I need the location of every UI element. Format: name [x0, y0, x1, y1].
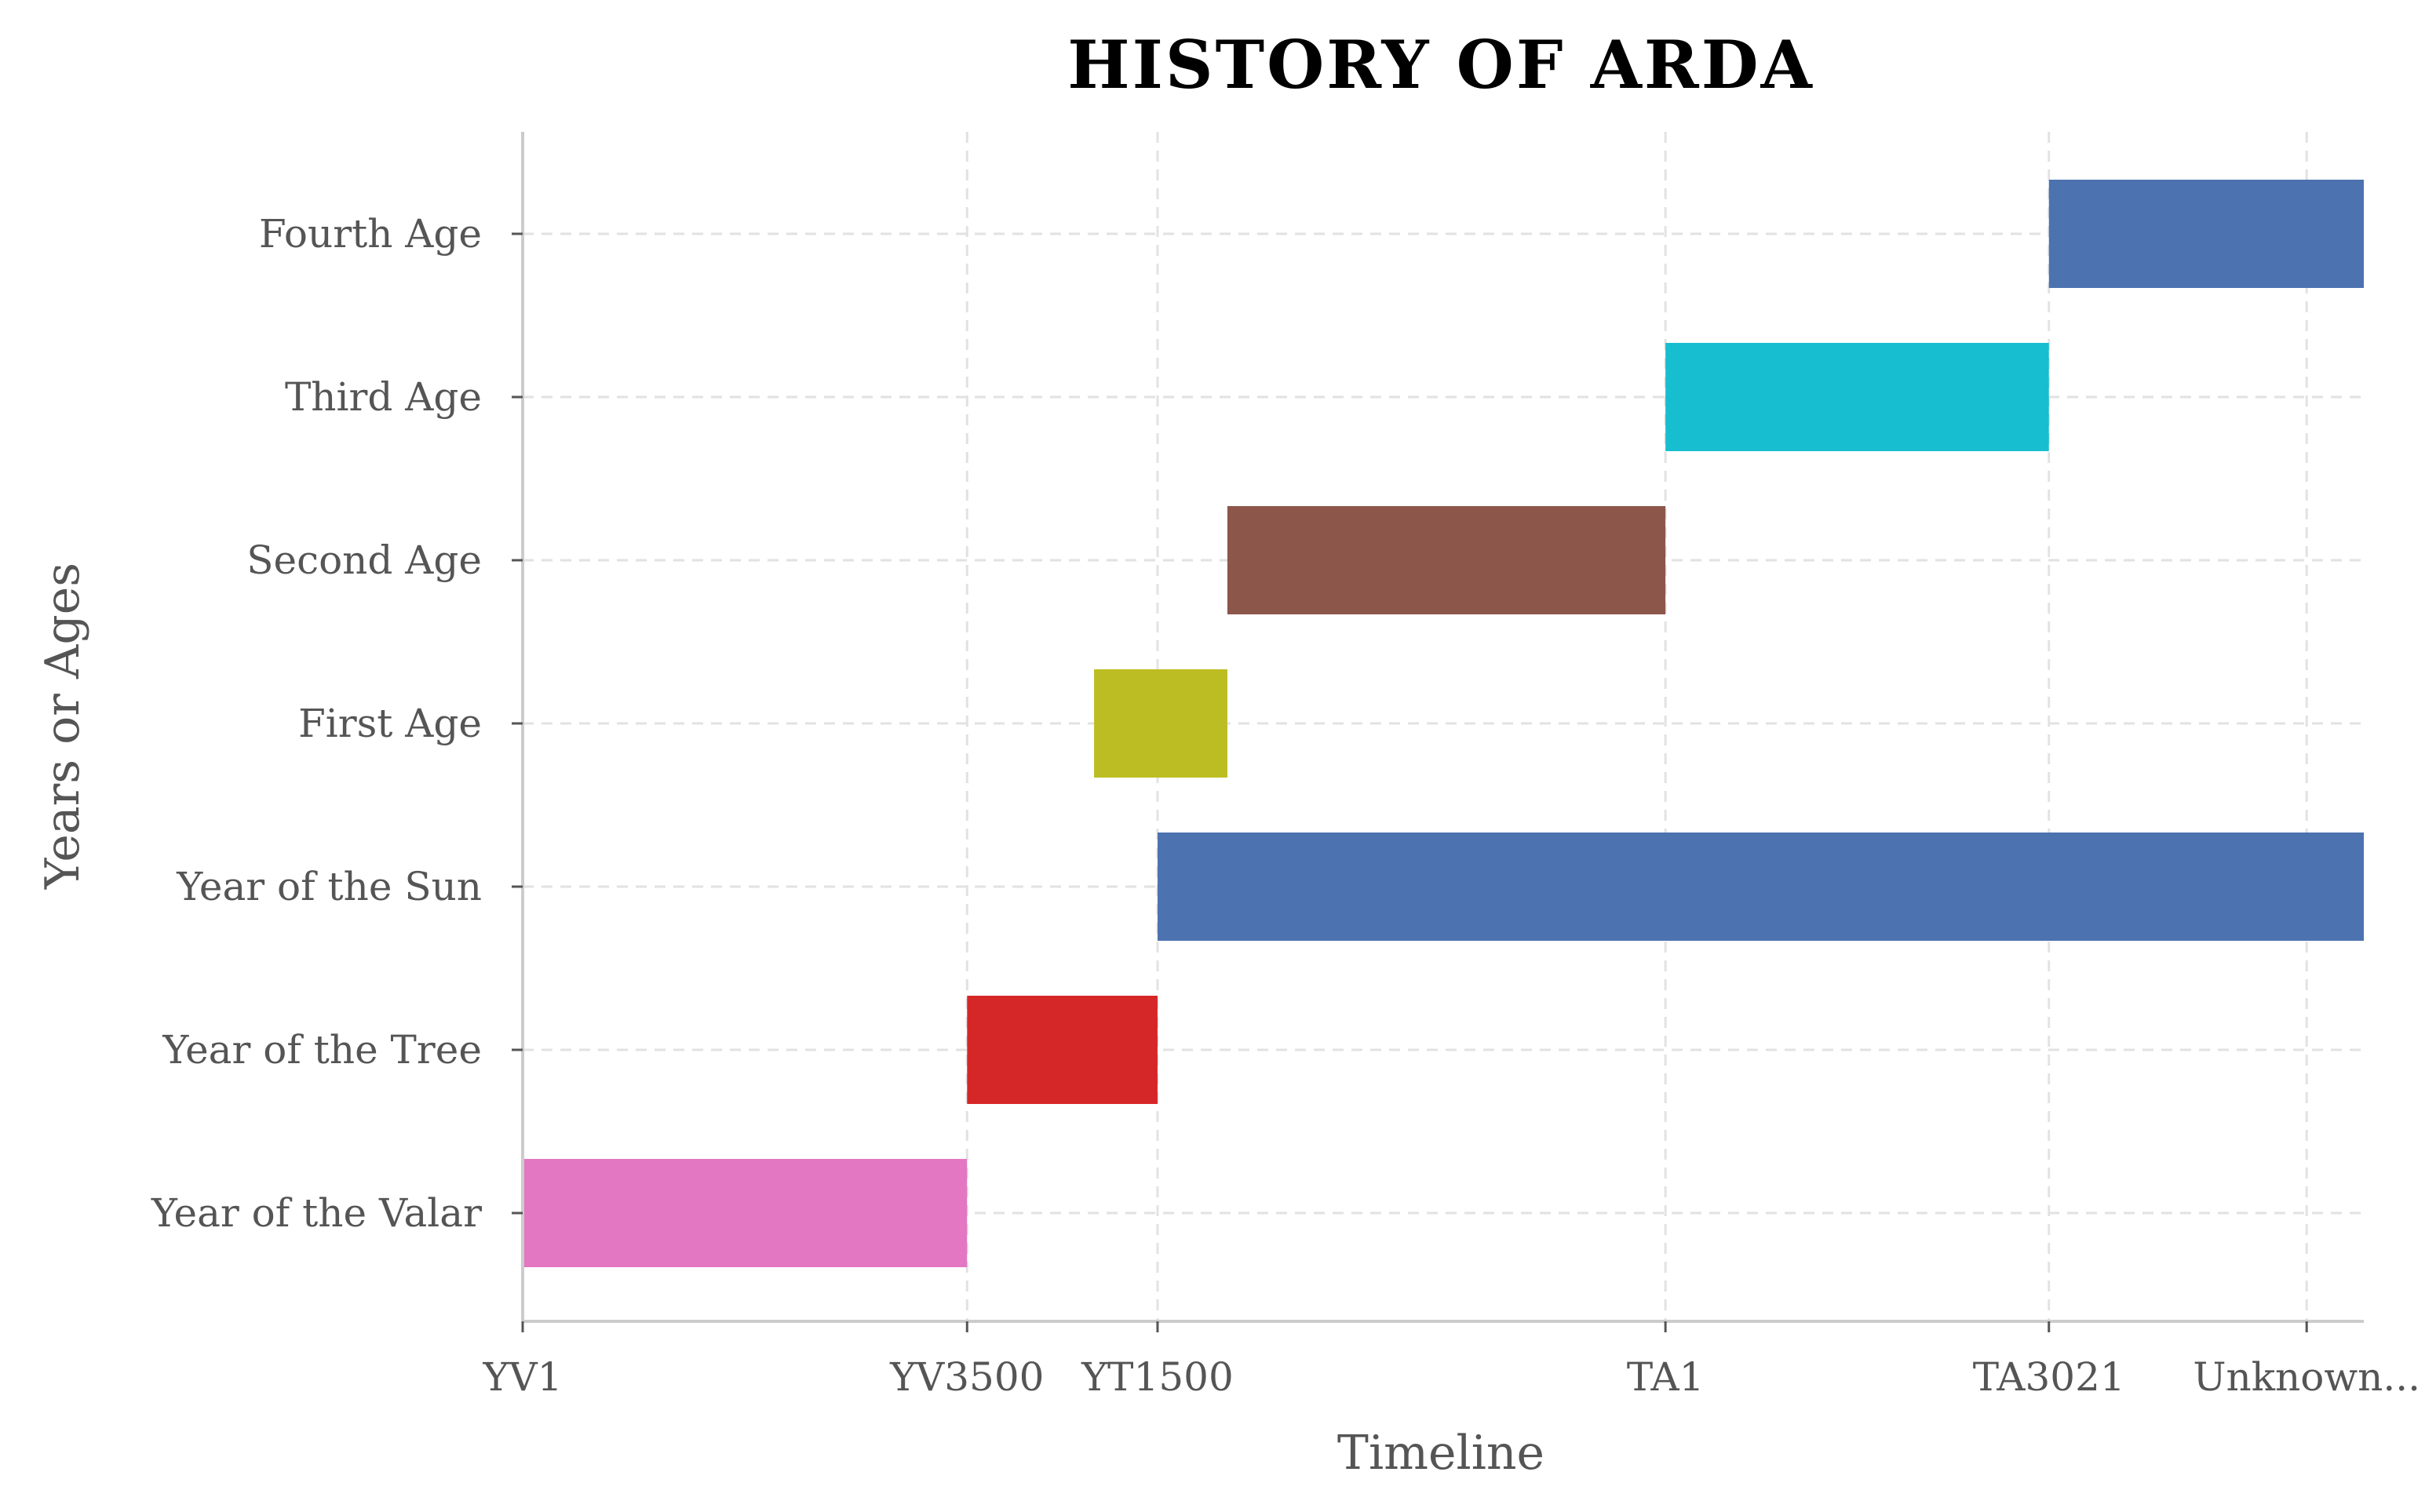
bar-second-age [1227, 506, 1666, 614]
x-tick-label: TA1 [1627, 1354, 1705, 1400]
x-tick-label: YT1500 [1081, 1354, 1234, 1400]
y-tick-label: First Age [298, 701, 482, 746]
bar-fourth-age [2048, 180, 2364, 288]
bar-year-of-the-sun [1157, 833, 2364, 941]
bars-layer [523, 180, 2364, 1267]
y-tick-label: Second Age [246, 537, 482, 583]
grid-layer [521, 132, 2364, 1321]
chart-title: HISTORY OF ARDA [1067, 26, 1814, 104]
ticks-layer: Year of the Valar Year of the Tree Year of… [151, 211, 2420, 1400]
x-tick-label: YV1 [483, 1354, 563, 1400]
bar-first-age [1094, 669, 1227, 778]
y-tick-label: Third Age [285, 374, 482, 420]
y-tick-label: Year of the Sun [176, 864, 482, 909]
bar-year-of-the-tree [967, 996, 1158, 1104]
bar-year-of-the-valar [523, 1159, 968, 1267]
x-axis-label: Timeline [1337, 1426, 1544, 1481]
y-tick-label: Year of the Tree [162, 1027, 482, 1073]
x-tick-label: YV3500 [889, 1354, 1044, 1400]
bar-third-age [1665, 343, 2049, 451]
y-tick-label: Fourth Age [259, 211, 482, 257]
x-tick-label: TA3021 [1973, 1354, 2125, 1400]
x-tick-label: Unknown... [2193, 1354, 2420, 1400]
y-tick-label: Year of the Valar [151, 1190, 482, 1236]
y-axis-label: Years or Ages [35, 563, 90, 890]
